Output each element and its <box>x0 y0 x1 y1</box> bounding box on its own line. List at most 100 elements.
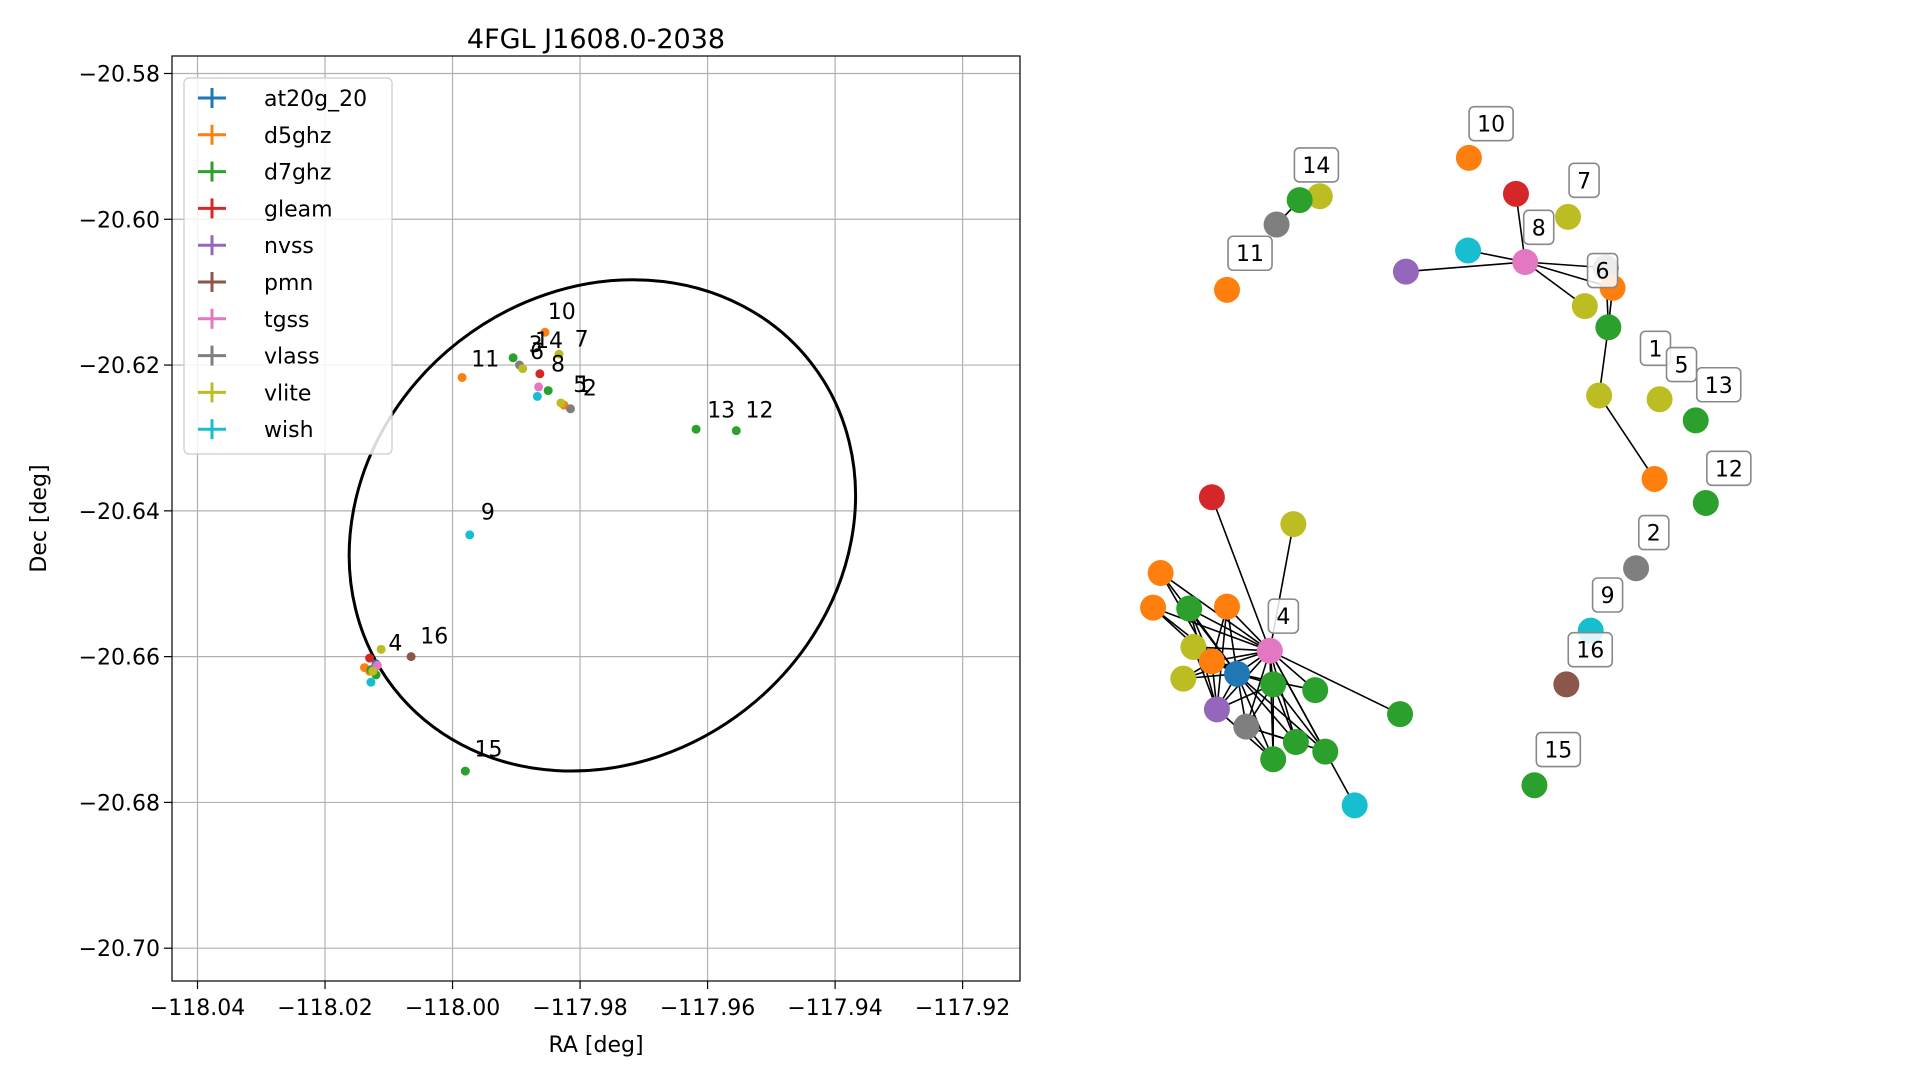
graph-node <box>1595 314 1622 341</box>
graph-label-box <box>1568 162 1600 199</box>
source-point <box>508 353 518 363</box>
legend-entry: tgss <box>198 308 310 333</box>
source-point <box>532 391 542 401</box>
point-annotation: 13 <box>707 398 735 423</box>
graph-node <box>1198 648 1225 675</box>
graph-node <box>1682 407 1709 434</box>
source-point <box>534 382 544 392</box>
graph-node <box>1586 382 1613 409</box>
graph-labels: 14 10 7 11 8 6 15 13 12 2 9 16 15 4 <box>1227 105 1752 768</box>
y-tick-label: −20.60 <box>79 208 160 233</box>
source-point <box>565 404 575 414</box>
source-points <box>360 327 741 776</box>
graph-label-box <box>1267 598 1300 634</box>
graph-label: 14 <box>1293 147 1340 183</box>
point-annotation: 14 <box>535 329 563 354</box>
graph-label-box <box>1535 731 1582 768</box>
source-point <box>460 766 470 776</box>
axes-frame <box>171 55 1021 982</box>
graph-label-text: 6 <box>1596 260 1610 285</box>
graph-edge <box>1236 673 1274 760</box>
graph-label: 2 <box>1638 514 1670 551</box>
graph-node <box>1280 511 1307 538</box>
point-annotation: 16 <box>420 624 448 649</box>
graph-label-box <box>1227 235 1273 272</box>
graph-edge <box>1269 650 1401 715</box>
graph-label: 7 <box>1568 162 1600 199</box>
graph-edge <box>1152 606 1271 652</box>
x-tick-label: −117.98 <box>532 996 627 1021</box>
graph-edge <box>1598 394 1656 480</box>
source-point <box>406 652 416 662</box>
graph-node <box>1692 489 1719 516</box>
graph-label-text: 15 <box>1544 739 1572 764</box>
y-tick-label: −20.66 <box>79 646 160 671</box>
y-axis-label: Dec [deg] <box>27 464 52 572</box>
graph-edge <box>1245 650 1271 727</box>
point-annotation: 4 <box>388 632 402 657</box>
graph-edge <box>1236 673 1297 743</box>
chart-title: 4FGL J1608.0-2038 <box>467 24 725 55</box>
point-annotation: 12 <box>745 398 773 423</box>
graph-nodes <box>1140 144 1719 819</box>
legend-label: vlite <box>264 381 311 406</box>
association-graph: 14 10 7 11 8 6 15 13 12 2 9 16 15 4 <box>1140 105 1752 819</box>
source-point <box>556 398 566 408</box>
legend-entry: vlass <box>198 345 320 370</box>
source-point <box>368 666 378 676</box>
x-tick-label: −118.00 <box>405 996 500 1021</box>
graph-label-text: 13 <box>1705 374 1733 399</box>
legend-label: tgss <box>264 308 310 333</box>
legend-label: pmn <box>264 271 313 296</box>
legend-entry: d7ghz <box>198 161 331 186</box>
point-annotation: 5 <box>573 373 587 398</box>
graph-node <box>1455 144 1482 171</box>
graph-label-box <box>1468 105 1514 142</box>
graph-node <box>1214 593 1240 620</box>
legend-box <box>183 77 393 455</box>
source-point <box>465 530 475 540</box>
graph-label-text: 8 <box>1532 216 1546 241</box>
graph-node <box>1263 211 1290 238</box>
graph-label-text: 5 <box>1675 354 1689 379</box>
graph-label-box <box>1586 252 1619 289</box>
graph-node <box>1623 555 1650 582</box>
source-point <box>691 424 701 434</box>
source-point <box>554 349 564 359</box>
graph-node <box>1260 671 1287 698</box>
graph-node <box>1180 633 1207 660</box>
graph-label-box <box>1591 577 1624 613</box>
graph-node <box>1646 386 1673 413</box>
legend-label: gleam <box>264 197 333 222</box>
point-annotation: 1 <box>576 373 590 398</box>
graph-label-text: 7 <box>1577 169 1591 194</box>
x-axis-label: RA [deg] <box>548 1033 643 1058</box>
point-annotation: 2 <box>583 377 597 402</box>
graph-node <box>1286 187 1313 214</box>
graph-label: 8 <box>1522 209 1555 246</box>
graph-node <box>1387 701 1414 728</box>
graph-label-text: 1 <box>1648 337 1662 362</box>
graph-node <box>1341 792 1368 819</box>
legend-entry: gleam <box>198 197 333 222</box>
graph-node <box>1282 729 1309 755</box>
graph-label: 6 <box>1586 252 1619 289</box>
source-point <box>376 644 386 654</box>
graph-edge <box>1188 608 1238 675</box>
y-axis-ticks: −20.58 −20.60 −20.62 −20.64 −20.66 −20.68 −20.… <box>79 62 172 962</box>
graph-node <box>1170 665 1197 692</box>
source-point <box>731 426 741 436</box>
legend-entry: at20g_20 <box>198 87 367 112</box>
graph-label: 11 <box>1227 235 1273 272</box>
graph-node <box>1233 713 1260 740</box>
source-point <box>543 386 553 396</box>
graph-label: 13 <box>1695 366 1742 403</box>
x-tick-label: −117.96 <box>660 996 755 1021</box>
point-annotation: 11 <box>471 347 499 372</box>
point-annotation: 8 <box>551 352 565 377</box>
graph-label-text: 4 <box>1276 605 1290 630</box>
graph-edge <box>1236 673 1326 753</box>
point-annotation: 3 <box>529 333 543 358</box>
point-annotation: 15 <box>474 737 502 762</box>
